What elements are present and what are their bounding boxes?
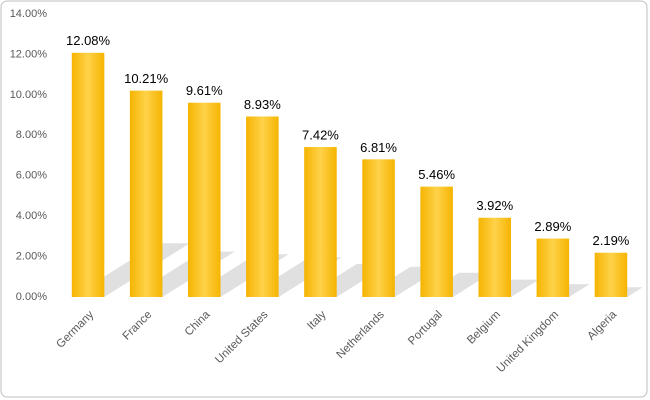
bar [246,116,279,298]
value-label: 3.92% [476,198,513,213]
value-label: 10.21% [124,71,169,86]
bar [536,238,570,297]
y-tick-label: 8.00% [16,129,47,141]
bar [187,102,221,297]
value-label: 12.08% [66,33,111,48]
y-tick-label: 14.00% [10,8,48,20]
bar [129,90,163,297]
bar [594,252,628,297]
y-tick-label: 12.00% [10,48,48,60]
value-label: 5.46% [418,167,455,182]
bar [304,147,337,297]
y-tick-label: 6.00% [16,170,47,182]
y-tick-label: 0.00% [16,291,47,303]
y-tick-label: 4.00% [16,210,47,222]
bar [362,159,395,297]
value-label: 9.61% [186,83,223,98]
value-label: 7.42% [302,127,339,142]
y-tick-label: 10.00% [10,89,48,101]
value-label: 2.89% [534,219,571,234]
bar [71,52,105,297]
value-label: 6.81% [360,140,397,155]
bar [420,186,453,297]
bar [478,217,512,297]
value-label: 2.19% [593,233,630,248]
value-label: 8.93% [244,97,281,112]
y-tick-label: 2.00% [16,250,47,262]
